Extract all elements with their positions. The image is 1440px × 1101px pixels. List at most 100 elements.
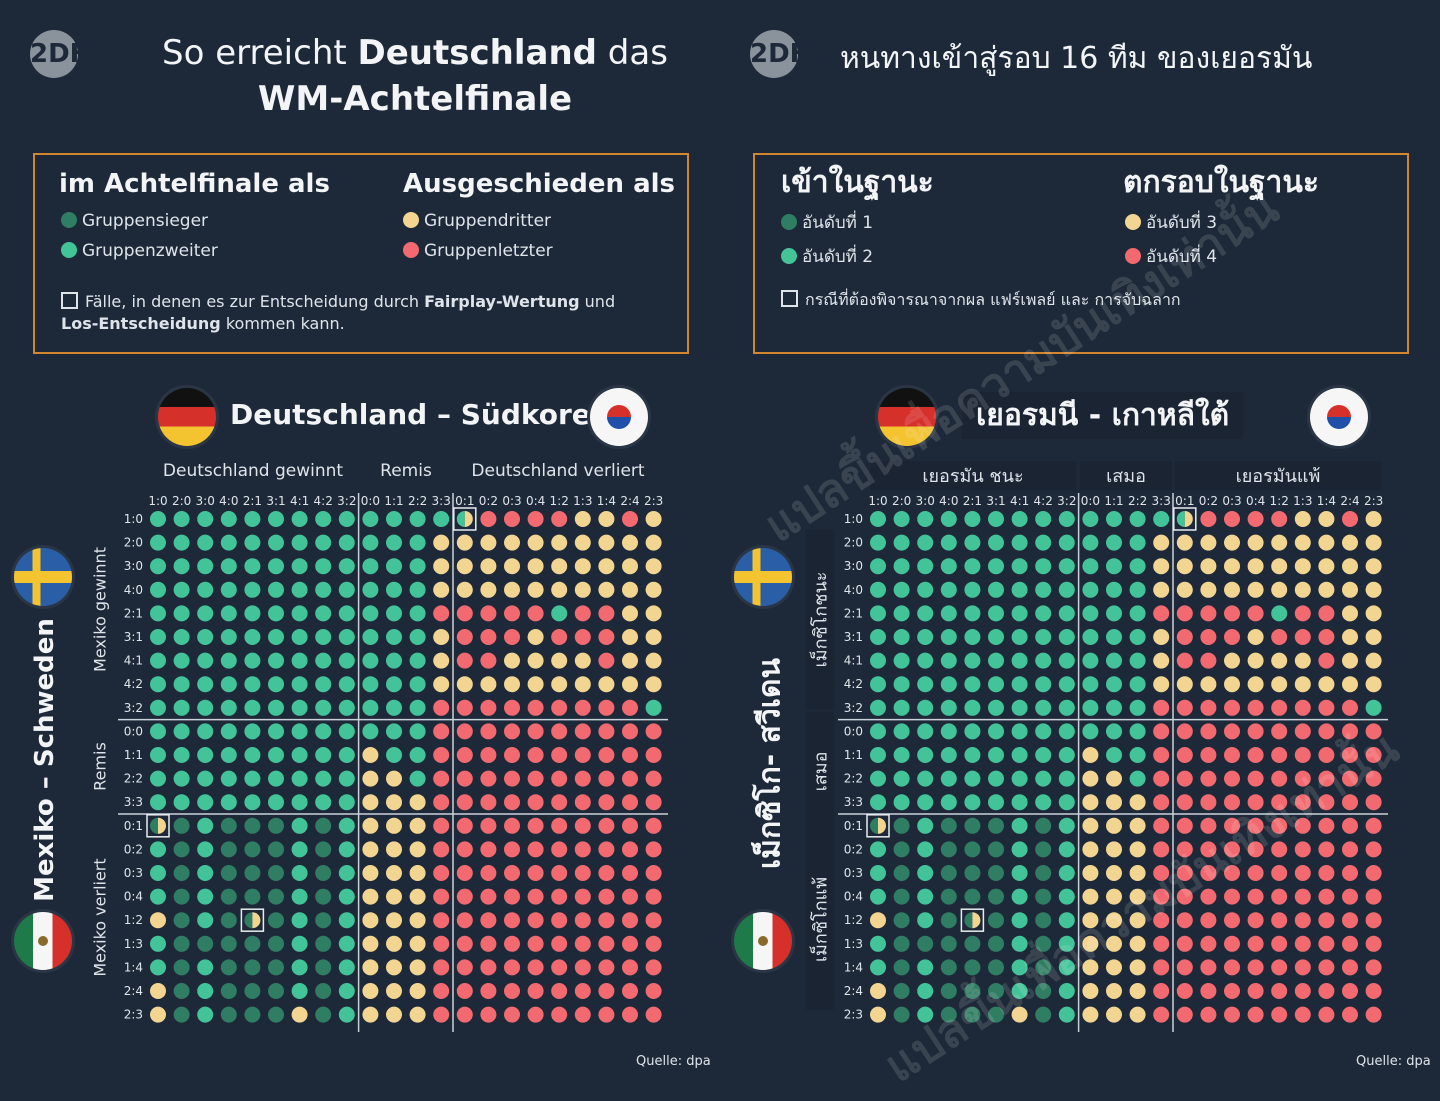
scenario-dot [598, 676, 615, 693]
scenario-dot [433, 935, 450, 952]
col-tick-label: 0:0 [1081, 494, 1100, 508]
scenario-dot [1011, 794, 1028, 811]
scenario-dot [893, 652, 910, 669]
scenario-dot [1011, 888, 1028, 905]
row-tick-label: 2:3 [124, 1008, 143, 1022]
col-tick-label: 2:1 [243, 494, 262, 508]
scenario-dot [150, 959, 166, 976]
scenario-dot [1058, 817, 1075, 834]
scenario-dot [574, 770, 591, 787]
scenario-dot [988, 558, 1004, 575]
scenario-dot [1035, 676, 1052, 693]
scenario-dot [1318, 558, 1335, 575]
scenario-dot [433, 959, 450, 976]
scenario-dot [988, 1006, 1004, 1023]
scenario-dot [1200, 747, 1217, 763]
scenario-dot [1011, 865, 1028, 881]
scenario-dot [1318, 652, 1335, 669]
scenario-dot [197, 511, 214, 527]
scenario-dot [480, 983, 497, 999]
scenario-dot [1035, 865, 1052, 881]
scenario-dot [1200, 511, 1217, 527]
scenario-dot [1129, 511, 1146, 527]
scenario-dot [870, 511, 886, 527]
scenario-grid: 1:0 2:0 3:0 4:0 2:1 3:1 4:1 4:2 3:2 0:0 1:1 2:2 3:3 0… [838, 493, 1388, 1032]
scenario-dot [988, 511, 1004, 527]
scenario-dot [870, 935, 886, 952]
scenario-dot [268, 629, 284, 645]
scenario-dot [1058, 581, 1075, 598]
scenario-dot [1247, 605, 1264, 622]
scenario-dot [456, 912, 473, 929]
scenario-dot [1365, 912, 1382, 929]
scenario-dot [527, 935, 544, 952]
scenario-dot [622, 959, 638, 976]
scenario-dot [173, 511, 190, 527]
scenario-dot [1106, 983, 1122, 999]
scenario-dot [622, 699, 638, 716]
scenario-dot [456, 841, 473, 858]
scenario-dot [1271, 841, 1288, 858]
scenario-dot [150, 770, 166, 787]
scenario-dot [1058, 747, 1075, 763]
scenario-dot [197, 959, 214, 976]
scenario-dot [551, 935, 568, 952]
scenario-dot [386, 581, 402, 598]
scenario-dot [1106, 558, 1122, 575]
scenario-dot [150, 558, 166, 575]
scenario-dot [1294, 652, 1311, 669]
scenario-dot [1247, 581, 1264, 598]
scenario-dot [220, 699, 237, 716]
scenario-dot [1294, 983, 1311, 999]
scenario-dot [433, 770, 450, 787]
scenario-dot [173, 865, 190, 881]
korea-flag-icon [590, 388, 648, 446]
scenario-dot [433, 511, 450, 527]
scenario-dot [622, 723, 638, 740]
scenario-dot [197, 770, 214, 787]
scenario-dot [527, 794, 544, 811]
scenario-dot [220, 794, 237, 811]
scenario-dot [870, 1006, 886, 1023]
col-tick-label: 1:3 [1293, 494, 1312, 508]
scenario-dot [598, 865, 615, 881]
scenario-dot [268, 817, 284, 834]
scenario-dot [574, 865, 591, 881]
scenario-dot [893, 935, 910, 952]
scenario-dot [150, 794, 166, 811]
scenario-dot [1224, 935, 1240, 952]
col-tick-label: 2:2 [1128, 494, 1147, 508]
scenario-dot [1035, 534, 1052, 551]
scenario-dot [504, 912, 520, 929]
scenario-dot [1176, 699, 1193, 716]
scenario-dot [504, 817, 520, 834]
scenario-dot [1129, 935, 1146, 952]
scenario-dot [870, 676, 886, 693]
scenario-dot [197, 534, 214, 551]
scenario-dot [1247, 652, 1264, 669]
scenario-dot [1342, 511, 1358, 527]
scenario-dot [291, 865, 308, 881]
scenario-dot [1011, 534, 1028, 551]
scenario-dot [940, 865, 957, 881]
scenario-dot [386, 652, 402, 669]
scenario-dot [480, 912, 497, 929]
scenario-dot [1271, 534, 1288, 551]
scenario-dot [1176, 888, 1193, 905]
col-tick-label: 2:0 [172, 494, 191, 508]
scenario-dot [1247, 629, 1264, 645]
scenario-dot [362, 629, 379, 645]
row-tick-label: 2:1 [124, 606, 143, 620]
scenario-dot [1058, 983, 1075, 999]
scenario-dot [268, 511, 284, 527]
scenario-dot [338, 558, 355, 575]
scenario-dot [1342, 652, 1358, 669]
scenario-dot [870, 983, 886, 999]
scenario-dot [362, 935, 379, 952]
scenario-dot [504, 534, 520, 551]
scenario-dot [1106, 723, 1122, 740]
scenario-dot [1318, 534, 1335, 551]
col-tick-label: 1:0 [868, 494, 887, 508]
scenario-dot [268, 959, 284, 976]
scenario-dot [504, 581, 520, 598]
